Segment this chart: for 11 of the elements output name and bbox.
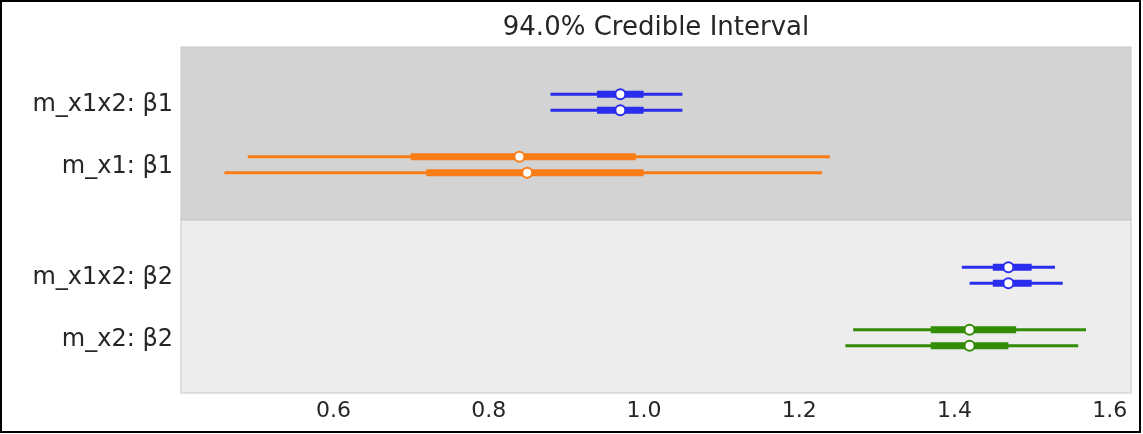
- y-tick-label: m_x1x2: β2: [32, 261, 173, 290]
- x-tick-label: 0.6: [316, 396, 352, 422]
- x-tick-label: 1.6: [1092, 396, 1128, 422]
- x-tick-label: 1.4: [937, 396, 973, 422]
- x-tick-label: 0.8: [471, 396, 507, 422]
- chart-title: 94.0% Credible Interval: [502, 11, 810, 41]
- x-tick-label: 1.2: [781, 396, 817, 422]
- y-tick-label: m_x1: β1: [61, 151, 173, 180]
- y-tick-label: m_x2: β2: [61, 324, 173, 353]
- x-tick-label: 1.0: [626, 396, 662, 422]
- y-tick-label: m_x1x2: β1: [32, 88, 173, 117]
